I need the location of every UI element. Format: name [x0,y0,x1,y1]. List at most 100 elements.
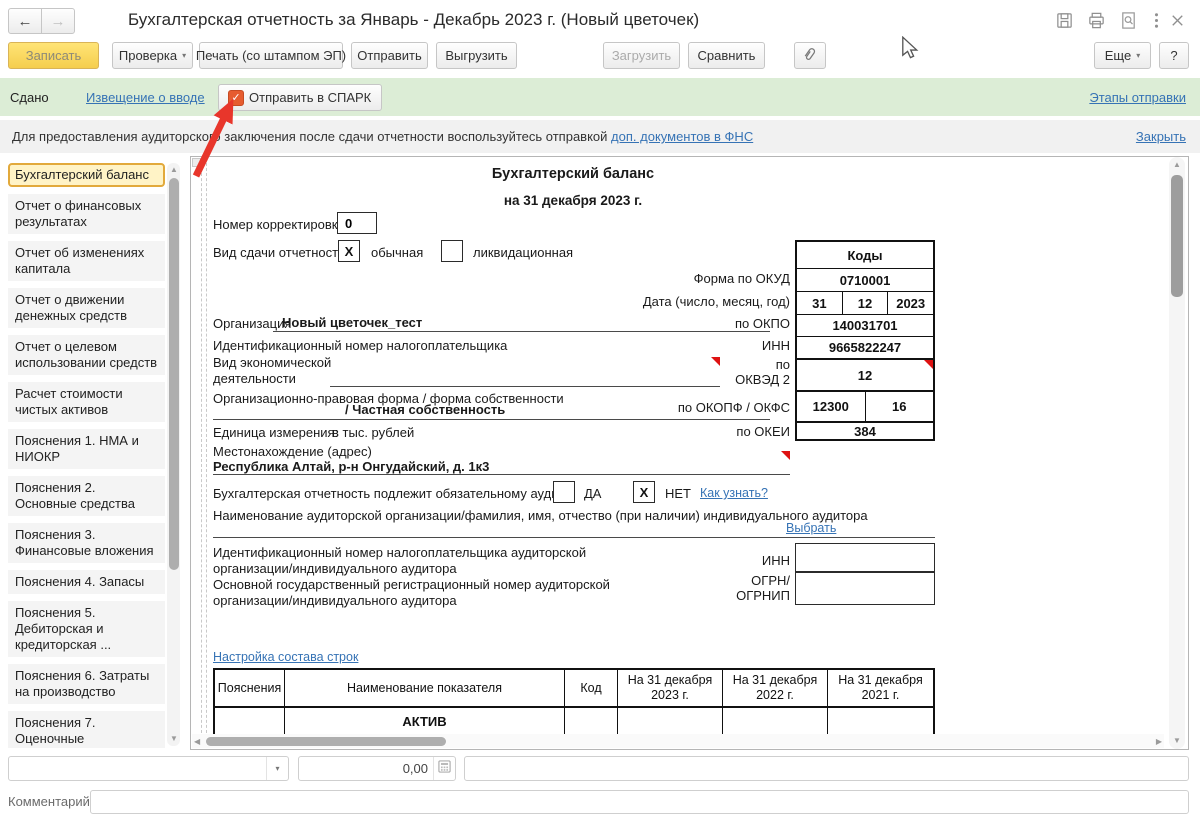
scroll-up-icon[interactable]: ▲ [1173,160,1181,169]
activity-label-line1: Вид экономической [213,355,332,370]
auditor-inn-label-line2: организации/индивидуального аудитора [213,561,457,576]
save-button[interactable]: Записать [8,42,99,69]
organization-value[interactable]: Новый цветочек_тест [282,315,423,330]
compare-button[interactable]: Сравнить [688,42,765,69]
form-vertical-scrollbar[interactable]: ▲ ▼ [1169,157,1185,749]
date-day-cell[interactable]: 31 [812,295,827,311]
save-icon[interactable] [1053,9,1075,31]
indicators-table-header: Пояснения Наименование показателя Код На… [215,670,933,708]
status-text: Сдано [10,90,49,105]
col-header-2022: На 31 декабря 2022 г. [723,670,828,706]
report-kind-normal-label: обычная [371,245,424,260]
row-notes-cell[interactable] [215,708,285,735]
okved-value-cell[interactable]: 12 [797,358,933,390]
sidebar-item-note-4[interactable]: Пояснения 4. Запасы [8,570,165,594]
okud-value-cell[interactable]: 0710001 [797,268,933,291]
rows-setup-link[interactable]: Настройка состава строк [213,650,359,664]
form-subtitle: на 31 декабря 2023 г. [503,193,643,208]
audit-no-label: НЕТ [665,486,691,501]
okopf-cell[interactable]: 12300 [812,399,849,414]
auditor-ogrn-field[interactable] [795,572,935,605]
nav-forward-button[interactable]: → [41,8,75,34]
auditor-ogrn-label-line2: организации/индивидуального аудитора [213,593,457,608]
address-value[interactable]: Республика Алтай, р-н Онгудайский, д. 1к… [213,459,490,474]
row-2023-cell[interactable] [618,708,723,735]
okved-label-line1: по [775,357,790,372]
how-to-know-link[interactable]: Как узнать? [700,486,768,500]
date-month-cell[interactable]: 12 [841,292,888,314]
sidebar-item-target-use[interactable]: Отчет о целевом использовании средств [8,335,165,375]
sidebar-item-note-3[interactable]: Пояснения 3. Финансовые вложения [8,523,165,563]
row-2021-cell[interactable] [828,708,933,735]
close-info-link[interactable]: Закрыть [1135,129,1186,144]
sidebar-scrollbar[interactable]: ▲ ▼ [167,163,180,746]
sidebar-item-fin-results[interactable]: Отчет о финансовых результатах [8,194,165,234]
print-stamp-button[interactable]: Печать (со штампом ЭП) [196,42,346,69]
unit-value: в тыс. рублей [332,425,415,440]
sidebar-item-note-5[interactable]: Пояснения 5. Дебиторская и кредиторская … [8,601,165,657]
okfs-cell[interactable]: 16 [864,392,934,421]
help-button[interactable]: ? [1159,42,1189,69]
correction-number-field[interactable]: 0 [337,212,377,234]
send-to-spark-button[interactable]: ✓ Отправить в СПАРК [218,84,382,111]
export-button[interactable]: Выгрузить [436,42,517,69]
kebab-menu-icon[interactable] [1145,9,1167,31]
info-bar-text: Для предоставления аудиторского заключен… [12,129,608,144]
v-scrollbar-thumb[interactable] [1171,175,1183,297]
stages-link[interactable]: Этапы отправки [1089,90,1186,105]
sidebar-item-note-2[interactable]: Пояснения 2. Основные средства [8,476,165,516]
preview-icon[interactable] [1117,9,1139,31]
notice-link[interactable]: Извещение о вводе [86,90,205,105]
scroll-left-icon[interactable]: ◀ [194,737,201,746]
comment-input[interactable] [90,790,1189,814]
footer-combo-field[interactable]: ▾ [8,756,289,781]
check-button[interactable]: Проверка ▾ [112,42,193,69]
scroll-down-icon[interactable]: ▼ [1173,736,1181,745]
auditor-inn-field[interactable] [795,543,935,572]
print-icon[interactable] [1085,9,1107,31]
close-icon[interactable] [1166,9,1188,31]
date-year-cell[interactable]: 2023 [887,292,933,314]
footer-amount-field[interactable]: 0,00 [298,756,456,781]
row-section-cell[interactable]: АКТИВ [285,708,565,735]
more-button[interactable]: Еще ▾ [1094,42,1151,69]
row-code-cell[interactable] [565,708,618,735]
nav-back-button[interactable]: ← [8,8,42,34]
h-scrollbar-thumb[interactable] [206,736,446,746]
calculator-section[interactable] [433,757,455,780]
row-2022-cell[interactable] [723,708,828,735]
report-kind-normal-checkbox[interactable]: X [338,240,360,262]
attachment-button[interactable] [794,42,826,69]
scroll-up-icon[interactable]: ▲ [170,165,178,174]
scroll-down-icon[interactable]: ▼ [170,734,178,743]
sidebar-item-net-assets[interactable]: Расчет стоимости чистых активов [8,382,165,422]
okpo-value-cell[interactable]: 140031701 [797,314,933,336]
audit-no-checkbox[interactable]: X [633,481,655,503]
import-button[interactable]: Загрузить [603,42,680,69]
report-kind-liquidation-checkbox[interactable] [441,240,463,262]
opf-value[interactable]: / Частная собственность [345,402,506,417]
sidebar-item-note-7[interactable]: Пояснения 7. Оценочные [8,711,165,748]
codes-header-cell: Коды [847,247,883,263]
sidebar-item-capital-changes[interactable]: Отчет об изменениях капитала [8,241,165,281]
audit-yes-checkbox[interactable] [553,481,575,503]
chevron-down-icon: ▾ [1136,50,1141,60]
sidebar-item-cash-flow[interactable]: Отчет о движении денежных средств [8,288,165,328]
form-horizontal-scrollbar[interactable]: ◀ ▶ [192,734,1164,748]
inn-value-cell[interactable]: 9665822247 [797,336,933,358]
note-marker-icon [924,360,933,369]
combo-dropdown-section[interactable]: ▾ [266,757,288,780]
sidebar-scrollbar-thumb[interactable] [168,178,179,570]
sidebar-item-balance[interactable]: Бухгалтерский баланс [8,163,165,187]
sidebar-item-note-6[interactable]: Пояснения 6. Затраты на производство [8,664,165,704]
choose-auditor-link[interactable]: Выбрать [786,521,837,535]
footer-extra-field[interactable] [464,756,1189,781]
fns-docs-link[interactable]: доп. документов в ФНС [611,129,754,144]
amount-value[interactable]: 0,00 [402,761,428,776]
sidebar-item-note-1[interactable]: Пояснения 1. НМА и НИОКР [8,429,165,469]
scroll-right-icon[interactable]: ▶ [1155,737,1162,746]
address-underline [213,474,790,475]
form-corner-cell [192,158,201,167]
okei-value-cell[interactable]: 384 [797,421,933,439]
send-button[interactable]: Отправить [351,42,428,69]
